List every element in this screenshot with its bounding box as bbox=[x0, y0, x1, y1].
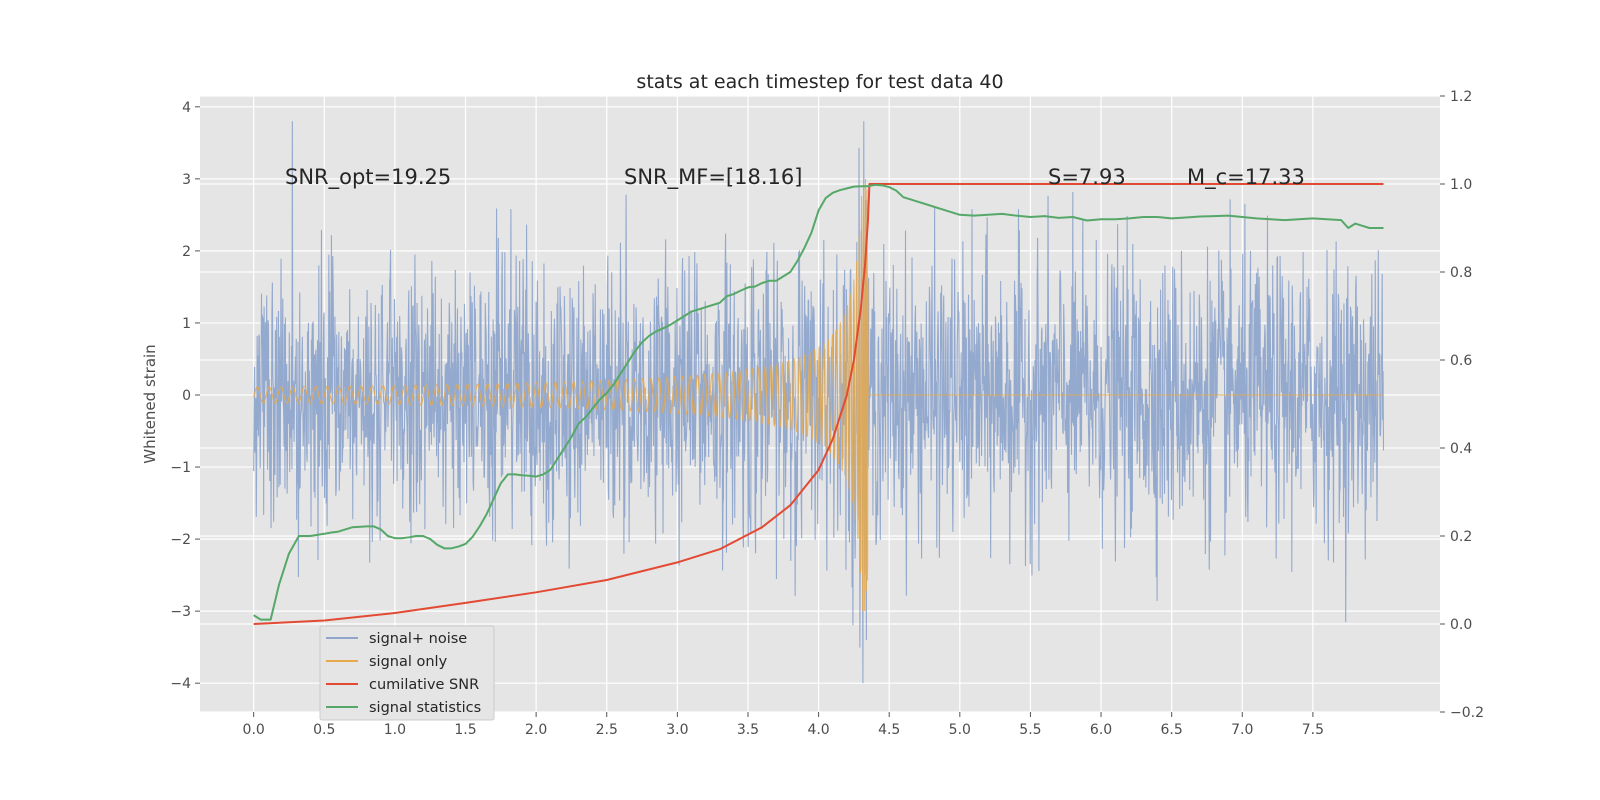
y-right-tick-label-7: −0.2 bbox=[1450, 705, 1484, 721]
y-right-tick-label-6: 0.0 bbox=[1450, 617, 1472, 633]
x-tick-label-2: 1.0 bbox=[384, 722, 406, 738]
y-axis-right: 1.2 1.0 0.8 0.6 0.4 0.2 0.0 −0.2 bbox=[1440, 89, 1484, 721]
legend-label-signal-statistics: signal statistics bbox=[369, 700, 481, 716]
annotation-s: S=7.93 bbox=[1048, 165, 1126, 189]
legend-label-signal-only: signal only bbox=[369, 654, 448, 670]
y-left-tick-label-0: 4 bbox=[182, 100, 191, 116]
x-tick-label-14: 7.0 bbox=[1231, 722, 1253, 738]
series-signal-only bbox=[253, 178, 1384, 612]
y-left-tick-label-1: 3 bbox=[182, 172, 191, 188]
y-right-tick-label-3: 0.6 bbox=[1450, 353, 1472, 369]
x-tick-label-3: 1.5 bbox=[454, 722, 476, 738]
series-cumulative-snr bbox=[253, 183, 1384, 625]
annotation-snr-mf: SNR_MF=[18.16] bbox=[624, 165, 802, 190]
legend: signal+ noise signal only cumilative SNR… bbox=[319, 625, 495, 721]
legend-label-signal-noise: signal+ noise bbox=[369, 631, 467, 647]
annotation-snr-opt: SNR_opt=19.25 bbox=[285, 165, 451, 190]
x-tick-label-9: 4.5 bbox=[878, 722, 900, 738]
x-tick-label-5: 2.5 bbox=[596, 722, 618, 738]
lines-layer bbox=[253, 183, 1384, 625]
x-tick-label-4: 2.0 bbox=[525, 722, 547, 738]
y-left-tick-label-7: −3 bbox=[170, 604, 191, 620]
x-axis: 0.0 0.5 1.0 1.5 2.0 2.5 3.0 3.5 4.0 4.5 5.0 5.5 6.0 6… bbox=[243, 712, 1324, 738]
y-left-tick-label-8: −4 bbox=[170, 676, 191, 692]
y-right-tick-label-0: 1.2 bbox=[1450, 89, 1472, 105]
chart-title: stats at each timestep for test data 40 bbox=[636, 71, 1003, 93]
x-tick-label-10: 5.0 bbox=[949, 722, 971, 738]
legend-box bbox=[319, 625, 495, 721]
y-left-tick-label-2: 2 bbox=[182, 244, 191, 260]
y-left-tick-label-5: −1 bbox=[170, 460, 191, 476]
x-tick-label-11: 5.5 bbox=[1019, 722, 1041, 738]
y-left-tick-label-6: −2 bbox=[170, 532, 191, 548]
y-axis-left-label: Whitened strain bbox=[141, 344, 159, 463]
x-tick-label-12: 6.0 bbox=[1090, 722, 1112, 738]
x-tick-label-13: 6.5 bbox=[1161, 722, 1183, 738]
y-right-tick-label-2: 0.8 bbox=[1450, 265, 1472, 281]
y-right-tick-label-5: 0.2 bbox=[1450, 529, 1472, 545]
x-tick-label-6: 3.0 bbox=[666, 722, 688, 738]
x-tick-label-15: 7.5 bbox=[1302, 722, 1324, 738]
x-tick-label-8: 4.0 bbox=[807, 722, 829, 738]
y-right-tick-label-4: 0.4 bbox=[1450, 441, 1472, 457]
y-left-tick-label-4: 0 bbox=[182, 388, 191, 404]
y-right-tick-label-1: 1.0 bbox=[1450, 177, 1472, 193]
legend-label-cumulative-snr: cumilative SNR bbox=[369, 677, 479, 693]
x-tick-label-7: 3.5 bbox=[737, 722, 759, 738]
signal-only-layer bbox=[253, 178, 1384, 612]
y-left-tick-label-3: 1 bbox=[182, 316, 191, 332]
x-tick-label-1: 0.5 bbox=[313, 722, 335, 738]
y-axis-left: 4 3 2 1 0 −1 −2 −3 −4 bbox=[170, 100, 200, 692]
annotation-mc: M_c=17.33 bbox=[1187, 165, 1305, 190]
x-tick-label-0: 0.0 bbox=[243, 722, 265, 738]
series-signal-statistics bbox=[253, 183, 1384, 621]
